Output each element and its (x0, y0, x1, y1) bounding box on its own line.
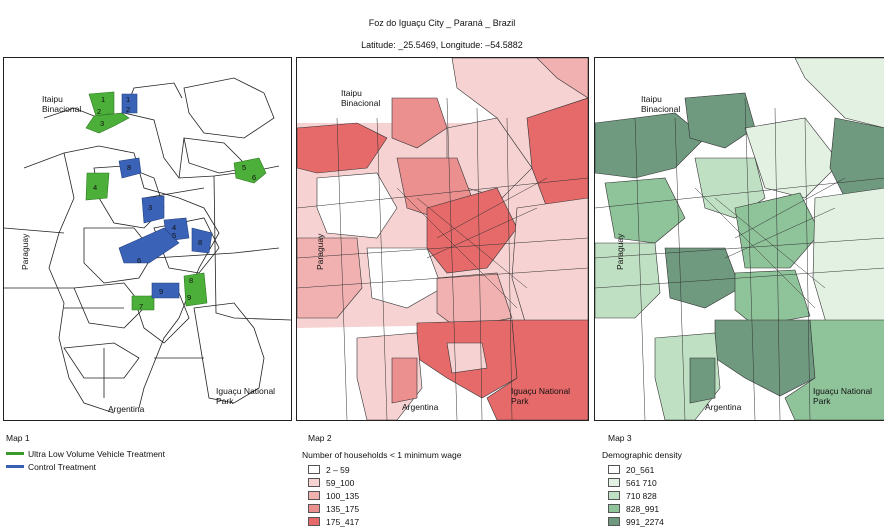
map3-label: Map 3 (608, 433, 632, 443)
green-site-5: 5 (242, 163, 246, 172)
swatch (308, 504, 320, 513)
class-label: 828_991 (626, 503, 660, 514)
map2-legend: Map 2 Number of households < 1 minimum w… (302, 433, 461, 528)
green-site-7: 7 (139, 302, 143, 311)
map3-class-1: 20_561 (608, 463, 682, 476)
green-site-2: 2 (97, 107, 101, 116)
blue-site-9: 9 (159, 287, 163, 296)
map3-class-2: 561 710 (608, 476, 682, 489)
paraguay-label: Paraguay (20, 233, 30, 270)
swatch (608, 465, 620, 474)
map3-class-4: 828_991 (608, 502, 682, 515)
map-title: Foz do Iguaçu City _ Paraná _ Brazil (368, 18, 516, 28)
blue-site-5: 5 (172, 231, 176, 240)
blue-site-8b: 8 (127, 163, 131, 172)
class-label: 59_100 (326, 477, 355, 488)
blue-site-2: 2 (126, 105, 130, 114)
swatch (308, 478, 320, 487)
itaipu-label: Itaipu Binacional (42, 94, 82, 114)
map1-panel: 1 2 3 4 5 6 7 8 9 1 2 3 4 5 6 9 8 8 Itai… (3, 57, 292, 421)
class-label: 991_2274 (626, 516, 664, 527)
map2-svg (297, 58, 588, 420)
map1-site-numbers: 1 2 3 4 5 6 7 8 9 1 2 3 4 5 6 9 8 8 (93, 95, 256, 311)
map3-legend: Map 3 Demographic density 20_561 561 710… (602, 433, 682, 528)
map2-class-2: 59_100 (308, 476, 461, 489)
swatch (608, 491, 620, 500)
map2-label: Map 2 (308, 433, 332, 443)
control-areas (118, 93, 213, 299)
green-site-8: 8 (189, 276, 193, 285)
legend-ulv: Ultra Low Volume Vehicle Treatment (6, 447, 165, 460)
map1-svg: 1 2 3 4 5 6 7 8 9 1 2 3 4 5 6 9 8 8 (4, 77, 291, 414)
map1-label: Map 1 (6, 433, 30, 443)
green-site-6: 6 (252, 173, 256, 182)
class-label: 20_561 (626, 464, 655, 475)
map1-legend: Map 1 Ultra Low Volume Vehicle Treatment… (6, 433, 165, 473)
paraguay-label: Paraguay (615, 233, 625, 270)
map2-class-1: 2 – 59 (308, 463, 461, 476)
argentina-label: Argentina (402, 402, 439, 412)
blue-site-3: 3 (148, 203, 152, 212)
swatch (608, 478, 620, 487)
class-label: 2 – 59 (326, 464, 350, 475)
map2-class-3: 100_135 (308, 489, 461, 502)
map3-legend-title: Demographic density (602, 450, 682, 460)
green-site-1: 1 (101, 95, 105, 104)
argentina-label: Argentina (108, 404, 145, 414)
class-label: 135_175 (326, 503, 360, 514)
map3-class-3: 710 828 (608, 489, 682, 502)
control-legend-label: Control Treatment (28, 461, 97, 472)
blue-site-8: 8 (198, 238, 202, 247)
map2-class-5: 175_417 (308, 515, 461, 528)
map3-class-5: 991_2274 (608, 515, 682, 528)
class-label: 710 828 (626, 490, 657, 501)
swatch (608, 504, 620, 513)
paraguay-label: Paraguay (315, 233, 325, 270)
blue-site-6: 6 (137, 256, 141, 265)
legend-control: Control Treatment (6, 460, 165, 473)
ulv-treatment-areas (85, 91, 267, 311)
iguacu-park-label: Iguaçu National Park (511, 386, 571, 406)
argentina-label: Argentina (705, 402, 742, 412)
blue-site-4: 4 (172, 223, 176, 232)
ulv-legend-label: Ultra Low Volume Vehicle Treatment (28, 448, 166, 459)
map2-panel: Itaipu Binacional Paraguay Argentina Igu… (296, 57, 589, 421)
swatch (608, 517, 620, 526)
itaipu-label: Itaipu Binacional (341, 88, 381, 108)
green-site-4: 4 (93, 183, 97, 192)
swatch (308, 465, 320, 474)
green-site-3: 3 (100, 119, 104, 128)
blue-site-1: 1 (126, 95, 130, 104)
map2-class-4: 135_175 (308, 502, 461, 515)
map-coordinates: Latitude: _25.5469, Longitude: –54.5882 (361, 40, 523, 50)
green-site-9: 9 (187, 293, 191, 302)
iguacu-park-label: Iguaçu National Park (813, 386, 873, 406)
iguacu-park-label: Iguaçu National Park (216, 386, 276, 406)
swatch (308, 517, 320, 526)
class-label: 175_417 (326, 516, 360, 527)
itaipu-label: Itaipu Binacional (641, 94, 681, 114)
class-label: 561 710 (626, 477, 657, 488)
ulv-line-swatch (6, 452, 24, 455)
class-label: 100_135 (326, 490, 360, 501)
map2-legend-title: Number of households < 1 minimum wage (302, 450, 462, 460)
map3-panel: Itaipu Binacional Paraguay Argentina Igu… (594, 57, 884, 421)
swatch (308, 491, 320, 500)
map3-svg (595, 58, 884, 420)
control-line-swatch (6, 465, 24, 468)
